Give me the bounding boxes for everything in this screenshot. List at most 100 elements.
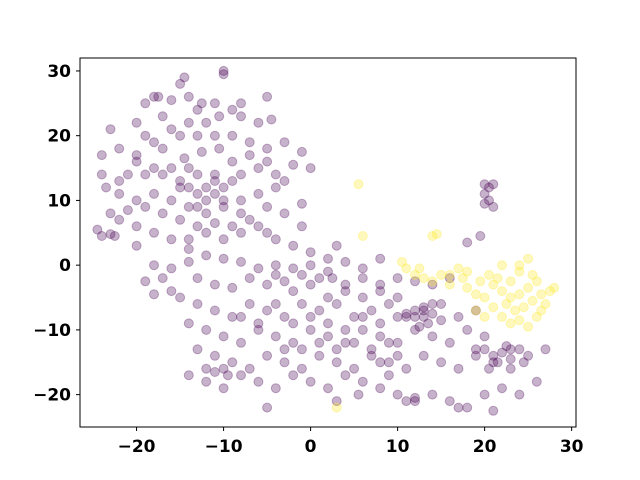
scatter-point-series-1-21 <box>514 289 525 300</box>
scatter-point-series-0-129 <box>244 273 255 284</box>
scatter-point-series-1-51 <box>536 305 547 316</box>
scatter-point-series-0-220 <box>218 363 229 374</box>
scatter-point-series-0-292 <box>192 221 203 232</box>
scatter-point-series-0-196 <box>505 344 516 355</box>
scatter-point-series-1-46 <box>462 266 473 277</box>
scatter-point-series-0-123 <box>140 276 151 287</box>
scatter-point-series-1-19 <box>505 292 516 303</box>
scatter-point-series-0-157 <box>436 299 447 309</box>
scatter-point-series-0-164 <box>253 324 264 335</box>
scatter-point-series-1-32 <box>497 260 507 271</box>
scatter-point-series-0-116 <box>479 188 490 199</box>
scatter-point-series-0-212 <box>410 396 420 407</box>
scatter-point-series-1-16 <box>488 279 499 290</box>
scatter-point-series-0-46 <box>201 195 212 206</box>
scatter-point-series-0-131 <box>279 276 290 287</box>
scatter-point-series-0-94 <box>236 98 246 109</box>
scatter-point-series-0-199 <box>183 370 194 381</box>
scatter-point-series-0-86 <box>209 176 220 186</box>
scatter-point-series-0-69 <box>114 214 125 225</box>
scatter-point-series-0-232 <box>418 311 429 322</box>
scatter-point-series-0-145 <box>227 311 238 322</box>
scatter-point-series-1-29 <box>549 282 560 293</box>
scatter-point-series-0-135 <box>340 279 351 290</box>
scatter-point-series-0-51 <box>253 163 264 174</box>
scatter-point-series-0-11 <box>214 111 225 122</box>
scatter-point-series-0-236 <box>436 315 447 326</box>
scatter-point-series-0-62 <box>201 208 212 219</box>
scatter-point-series-1-2 <box>427 231 438 241</box>
scatter-point-series-1-14 <box>470 289 481 300</box>
scatter-point-series-1-1 <box>431 229 442 240</box>
scatter-point-series-0-226 <box>353 389 364 400</box>
scatter-point-series-0-265 <box>340 324 351 335</box>
scatter-point-series-1-7 <box>418 273 429 284</box>
scatter-point-series-0-23 <box>175 130 186 141</box>
scatter-point-series-0-68 <box>105 208 116 219</box>
scatter-point-series-0-190 <box>401 363 412 374</box>
y-tick-label: −20 <box>33 386 71 406</box>
scatter-point-series-0-150 <box>314 305 325 316</box>
scatter-point-series-0-208 <box>340 370 351 381</box>
scatter-point-series-0-81 <box>296 221 307 232</box>
scatter-point-series-0-65 <box>149 188 159 199</box>
scatter-point-series-0-111 <box>166 263 177 274</box>
scatter-point-series-0-240 <box>410 311 420 322</box>
scatter-point-series-0-132 <box>296 269 307 280</box>
scatter-point-series-0-43 <box>175 176 186 186</box>
scatter-point-series-0-254 <box>323 292 333 303</box>
scatter-point-series-0-44 <box>183 182 194 193</box>
scatter-point-series-1-24 <box>527 295 538 306</box>
scatter-point-series-0-39 <box>114 143 125 154</box>
scatter-point-series-0-75 <box>218 234 229 245</box>
scatter-point-series-0-63 <box>183 201 194 212</box>
scatter-point-series-0-61 <box>218 201 229 212</box>
scatter-point-series-0-122 <box>157 273 168 284</box>
scatter-point-series-0-195 <box>488 357 499 368</box>
scatter-point-series-0-183 <box>279 357 290 368</box>
scatter-point-series-0-221 <box>209 367 220 377</box>
scatter-point-series-0-115 <box>488 179 499 190</box>
scatter-point-series-1-15 <box>479 292 490 303</box>
scatter-point-series-0-267 <box>375 318 386 329</box>
scatter-point-series-0-163 <box>236 337 246 348</box>
scatter-point-series-0-33 <box>131 156 142 167</box>
scatter-point-series-0-268 <box>392 311 403 322</box>
scatter-point-series-0-72 <box>166 234 177 245</box>
scatter-point-series-0-54 <box>279 176 290 186</box>
scatter-point-series-0-127 <box>209 279 220 290</box>
scatter-point-series-0-144 <box>209 305 220 316</box>
scatter-point-series-0-165 <box>270 331 281 342</box>
scatter-point-series-0-222 <box>201 363 212 374</box>
scatter-point-series-1-6 <box>410 269 420 280</box>
scatter-point-series-1-42 <box>479 311 490 322</box>
scatter-point-series-0-156 <box>418 305 429 316</box>
scatter-point-series-0-38 <box>96 150 107 161</box>
scatter-point-series-0-247 <box>492 357 503 368</box>
scatter-point-series-1-20 <box>510 305 521 316</box>
scatter-point-series-1-45 <box>527 269 538 280</box>
scatter-point-series-0-37 <box>96 169 107 180</box>
scatter-point-series-0-139 <box>410 276 420 287</box>
scatter-point-series-0-263 <box>305 311 316 322</box>
scatter-point-series-0-138 <box>392 273 403 284</box>
scatter-point-series-0-66 <box>131 195 142 206</box>
plot-frame <box>79 57 577 428</box>
scatter-point-series-0-100 <box>96 231 107 241</box>
scatter-point-series-0-12 <box>227 104 238 115</box>
scatter-point-series-0-188 <box>366 350 377 361</box>
scatter-point-series-0-70 <box>131 221 142 232</box>
scatter-point-series-0-76 <box>236 227 246 238</box>
scatter-point-series-0-142 <box>175 292 186 303</box>
scatter-point-series-0-158 <box>453 311 464 322</box>
x-tick-label: 20 <box>473 437 497 457</box>
scatter-point-series-0-147 <box>262 305 273 316</box>
scatter-point-series-0-120 <box>475 231 486 241</box>
scatter-point-series-0-189 <box>383 357 394 368</box>
scatter-point-series-0-283 <box>340 256 351 267</box>
scatter-point-series-0-6 <box>166 95 177 106</box>
scatter-point-series-0-2 <box>179 72 190 83</box>
scatter-point-series-0-229 <box>453 402 464 413</box>
axes-layer: −20 −10 0 10 20 30 −20 −10 0 10 20 30 <box>33 62 584 457</box>
scatter-point-series-1-40 <box>531 311 542 322</box>
